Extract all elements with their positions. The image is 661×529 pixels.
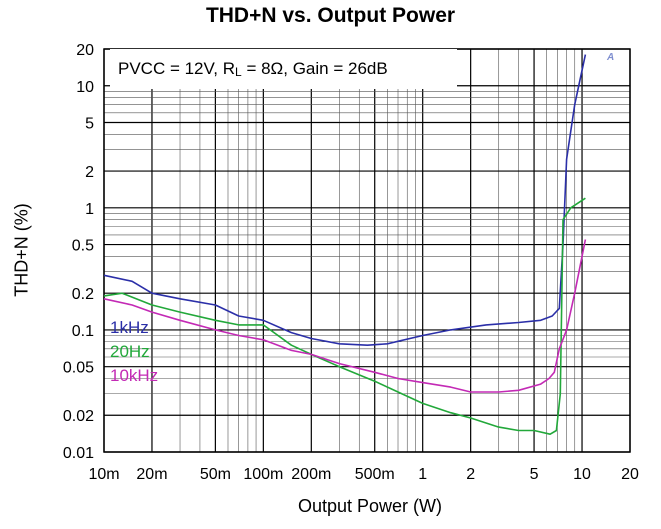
x-tick-label: 20m (136, 466, 167, 483)
y-tick-label: 10 (76, 79, 94, 96)
x-tick-label: 20 (621, 466, 639, 483)
series-1khz-line (103, 54, 587, 347)
series-lines (103, 54, 587, 436)
y-tick-label: 2 (85, 164, 94, 181)
y-tick-label: 0.01 (63, 445, 94, 462)
y-tick-label: 0.02 (63, 408, 94, 425)
y-tick-label: 0.1 (72, 323, 94, 340)
x-tick-label: 100m (243, 466, 283, 483)
x-tick-label: 500m (355, 466, 395, 483)
x-tick-label: 1 (418, 466, 427, 483)
legend-entry-1khz: 1kHz (110, 318, 149, 337)
x-tick-labels: 10m 20m 50m 100m 200m 500m 1 2 5 10 20 (88, 466, 639, 483)
cond-text-sub: L (235, 65, 242, 79)
cond-text-post: = 8Ω, Gain = 26dB (241, 59, 388, 78)
x-tick-label: 10 (573, 466, 591, 483)
plot-frame (103, 48, 631, 453)
brand-logo-icon: A (607, 52, 615, 63)
y-tick-label: 20 (76, 42, 94, 59)
y-axis-label: THD+N (%) (11, 203, 32, 297)
legend-entry-10khz: 10kHz (110, 366, 158, 385)
test-conditions: PVCC = 12V, RL = 8Ω, Gain = 26dB (110, 49, 457, 89)
grid-lines (103, 48, 631, 453)
chart-title: THD+N vs. Output Power (205, 4, 456, 27)
cond-text-pre: PVCC = 12V, R (118, 59, 236, 78)
x-tick-label: 50m (200, 466, 231, 483)
legend: 1kHz 20Hz 10kHz (110, 318, 158, 385)
series-10khz-line (103, 239, 587, 393)
legend-entry-20hz: 20Hz (110, 342, 150, 361)
x-tick-label: 2 (466, 466, 475, 483)
x-tick-label: 5 (530, 466, 539, 483)
y-tick-label: 1 (85, 201, 94, 218)
y-tick-label: 0.2 (72, 286, 94, 303)
x-axis-label: Output Power (W) (297, 496, 443, 516)
x-tick-label: 10m (88, 466, 119, 483)
y-tick-label: 0.5 (72, 238, 94, 255)
x-tick-label: 200m (291, 466, 331, 483)
series-20hz-line (103, 197, 586, 436)
y-tick-label: 0.05 (63, 360, 94, 377)
y-tick-label: 5 (85, 116, 94, 133)
y-tick-labels: 0.01 0.02 0.05 0.1 0.2 0.5 1 2 5 10 20 (63, 42, 94, 462)
